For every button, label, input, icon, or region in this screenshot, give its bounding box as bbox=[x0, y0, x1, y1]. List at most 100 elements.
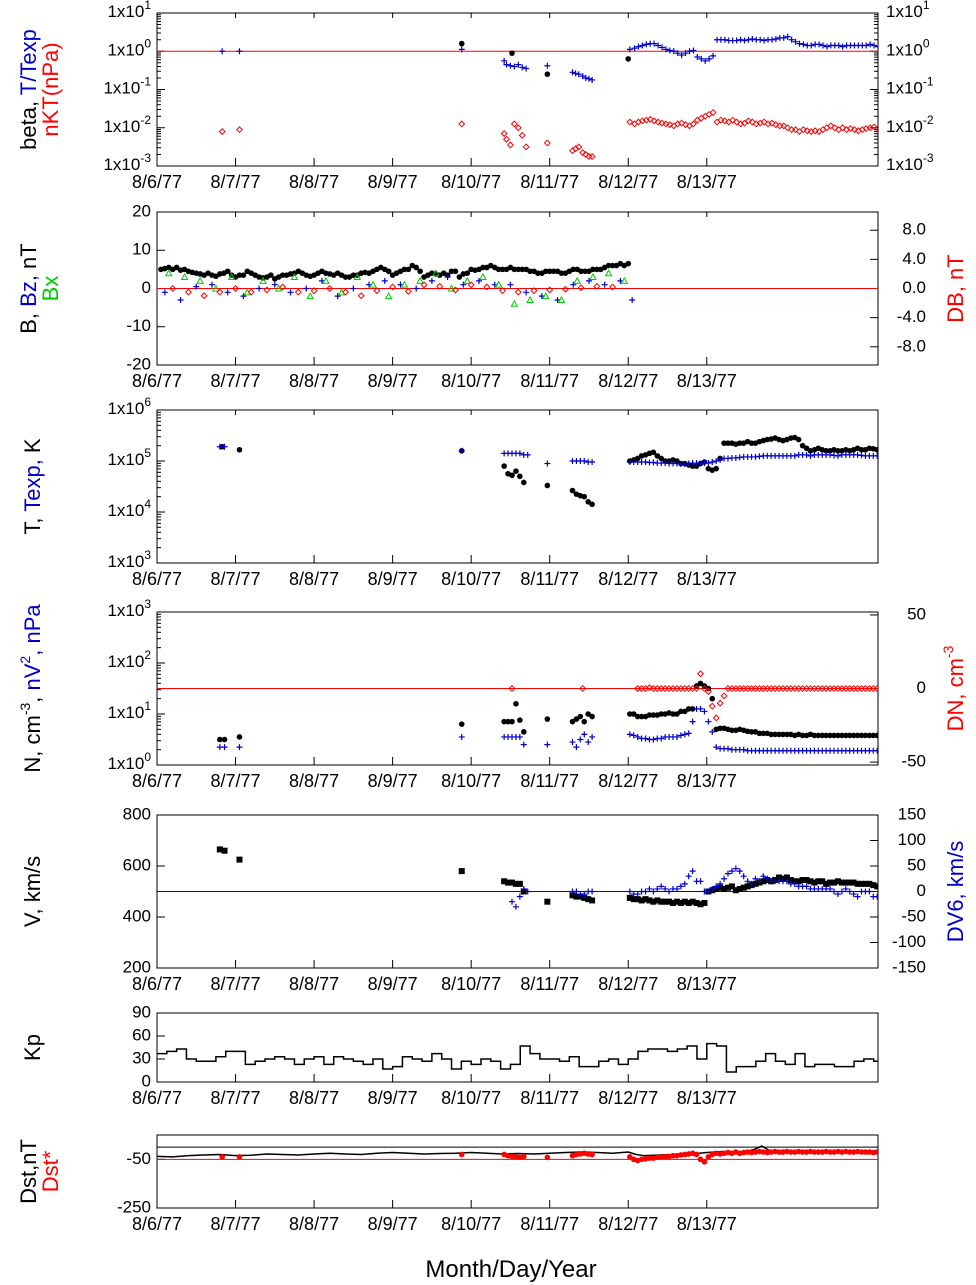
data-point bbox=[184, 288, 192, 296]
data-point bbox=[523, 65, 530, 72]
data-point bbox=[519, 266, 526, 273]
data-point bbox=[620, 276, 629, 284]
data-point bbox=[625, 56, 632, 62]
x-tick-label: 8/10/77 bbox=[441, 569, 501, 589]
data-point bbox=[717, 725, 723, 732]
data-point bbox=[670, 1152, 676, 1159]
data-point bbox=[541, 292, 550, 300]
data-point bbox=[503, 61, 510, 68]
data-point bbox=[823, 880, 830, 887]
data-point bbox=[772, 121, 780, 129]
series-t-texp bbox=[219, 33, 878, 83]
data-point bbox=[689, 718, 696, 725]
x-tick-label: 8/8/77 bbox=[289, 569, 339, 589]
data-point bbox=[678, 119, 686, 127]
data-point bbox=[589, 459, 596, 466]
data-point bbox=[705, 460, 712, 467]
data-point bbox=[510, 299, 519, 307]
data-point bbox=[447, 284, 456, 292]
data-point bbox=[519, 64, 526, 71]
data-point bbox=[662, 898, 669, 905]
x-tick-label: 8/11/77 bbox=[520, 172, 579, 192]
data-point bbox=[585, 277, 592, 284]
right-tick-label: -4.0 bbox=[897, 307, 926, 326]
y-tick-label-right: 1x101 bbox=[886, 0, 930, 21]
data-point bbox=[306, 292, 314, 300]
data-point bbox=[577, 713, 584, 720]
data-point bbox=[495, 266, 502, 273]
x-tick-label: 8/10/77 bbox=[441, 1088, 501, 1108]
data-point bbox=[544, 741, 551, 748]
y-axis-title: nKT(nPa) bbox=[38, 42, 63, 136]
data-point bbox=[573, 744, 580, 751]
data-point bbox=[717, 456, 724, 463]
data-point bbox=[634, 733, 641, 740]
x-tick-label: 8/12/77 bbox=[598, 172, 658, 192]
data-point bbox=[875, 43, 878, 50]
y-tick-label: 600 bbox=[123, 855, 151, 874]
data-point bbox=[236, 744, 243, 751]
data-point bbox=[200, 292, 208, 300]
data-point bbox=[458, 733, 465, 740]
data-point bbox=[831, 888, 838, 895]
series-kp bbox=[157, 1042, 878, 1073]
data-point bbox=[658, 898, 665, 905]
data-point bbox=[689, 120, 697, 128]
data-point bbox=[326, 284, 334, 293]
x-tick-label: 8/10/77 bbox=[441, 371, 501, 391]
data-point bbox=[456, 274, 463, 280]
data-point bbox=[634, 896, 641, 903]
x-tick-label: 8/6/77 bbox=[132, 1088, 182, 1108]
series-texp bbox=[216, 443, 878, 468]
data-point bbox=[646, 1155, 653, 1161]
data-point bbox=[646, 885, 653, 892]
right-tick-label: -8.0 bbox=[897, 336, 926, 355]
data-point bbox=[431, 269, 440, 277]
data-point bbox=[772, 36, 779, 43]
data-point bbox=[524, 451, 531, 458]
data-point bbox=[341, 288, 350, 296]
data-point bbox=[575, 143, 583, 151]
data-point bbox=[706, 55, 713, 62]
data-point bbox=[873, 684, 878, 693]
data-point bbox=[783, 878, 790, 885]
data-point bbox=[626, 118, 634, 126]
data-point bbox=[381, 277, 388, 284]
data-point bbox=[748, 880, 755, 887]
data-point bbox=[780, 122, 788, 130]
data-point bbox=[294, 288, 302, 296]
data-point bbox=[522, 143, 530, 151]
data-point bbox=[705, 888, 712, 895]
data-point bbox=[518, 131, 526, 139]
y-axis-title: Bx bbox=[38, 276, 63, 302]
data-point bbox=[874, 446, 878, 453]
data-point bbox=[581, 493, 588, 500]
data-point bbox=[589, 888, 596, 895]
x-tick-label: 8/10/77 bbox=[441, 172, 501, 192]
data-point bbox=[874, 125, 878, 133]
y-axis-title: T, Texp, K bbox=[20, 438, 45, 535]
right-tick-label: 50 bbox=[907, 604, 926, 623]
data-point bbox=[808, 42, 815, 49]
data-point bbox=[634, 891, 641, 898]
data-point bbox=[342, 274, 349, 280]
data-point bbox=[717, 116, 725, 124]
data-point bbox=[858, 1149, 865, 1155]
series-beta bbox=[458, 40, 632, 77]
right-tick-label: -50 bbox=[901, 752, 926, 771]
data-point bbox=[208, 281, 215, 288]
x-tick-label: 8/9/77 bbox=[368, 569, 418, 589]
data-point bbox=[721, 875, 728, 882]
data-point bbox=[858, 880, 865, 887]
data-point bbox=[221, 744, 228, 751]
data-point bbox=[713, 458, 720, 464]
data-point bbox=[224, 289, 231, 296]
data-point bbox=[728, 883, 735, 890]
data-point bbox=[464, 270, 471, 277]
x-tick-label: 8/12/77 bbox=[598, 974, 658, 994]
data-point bbox=[685, 873, 692, 880]
data-point bbox=[870, 123, 878, 131]
data-point bbox=[581, 458, 588, 464]
data-point bbox=[768, 731, 774, 738]
data-point bbox=[819, 878, 826, 885]
